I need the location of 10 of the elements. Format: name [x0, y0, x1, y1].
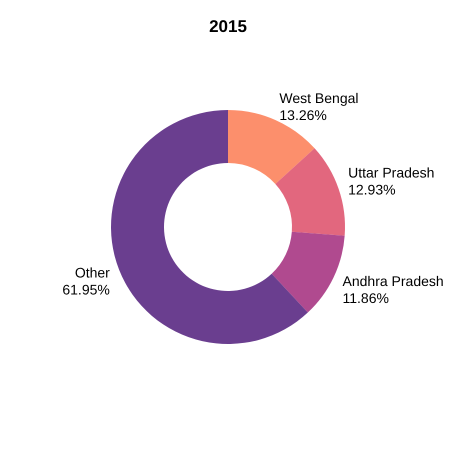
data-label: 13.26%	[279, 106, 327, 123]
donut-slice	[275, 148, 345, 236]
slice-label: West Bengal	[279, 90, 359, 106]
data-label: 12.93%	[348, 182, 396, 198]
data-label: 11.86%	[342, 290, 389, 306]
chart-title: 2015	[209, 17, 247, 36]
slice-label: Andhra Pradesh	[342, 272, 444, 289]
slice-label: Other	[74, 264, 110, 281]
data-label: 61.95%	[62, 282, 110, 298]
slice-label: Uttar Pradesh	[348, 164, 434, 181]
